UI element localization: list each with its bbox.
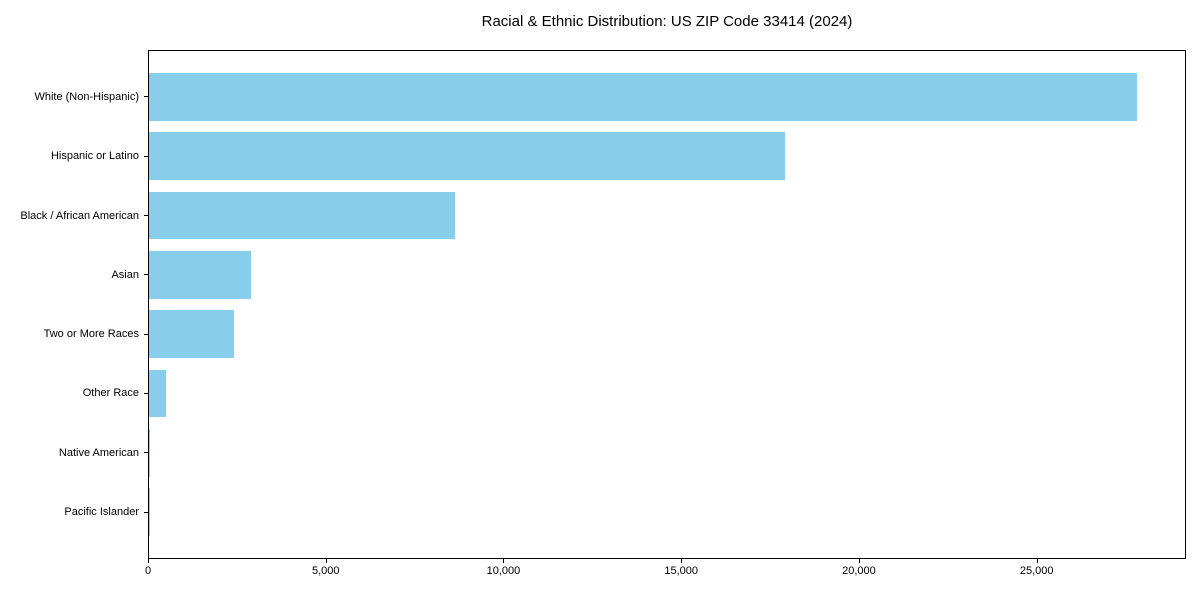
y-tick-label-asian: Asian [111,268,139,281]
chart-title: Racial & Ethnic Distribution: US ZIP Cod… [481,13,853,30]
bar-white-non-hispanic [149,73,1138,121]
bar-hispanic-or-latino [149,132,786,180]
x-tick-mark [681,559,683,563]
x-tick-label-5000: 5,000 [311,565,340,577]
y-tick-mark [144,392,148,394]
bar-black-african-american [149,191,455,240]
y-tick-mark [144,155,148,157]
y-tick-mark [144,96,148,98]
bar-asian [149,251,252,299]
y-tick-label-hispanic-or-latino: Hispanic or Latino [50,150,139,163]
x-tick-label-20000: 20,000 [842,565,876,577]
x-tick-label-15000: 15,000 [664,565,699,577]
y-tick-mark [144,511,148,513]
y-tick-mark [144,333,148,335]
bar-native-american [149,429,150,477]
y-tick-mark [144,452,148,454]
y-tick-mark [144,274,148,276]
x-tick-mark [858,559,860,563]
y-tick-label-black-african-american: Black / African American [20,209,139,222]
x-tick-mark [148,559,149,563]
y-tick-mark [144,215,148,216]
plot-area [148,50,1186,559]
bar-two-or-more-races [149,310,235,358]
bar-other-race [149,369,167,418]
x-tick-label-25000: 25,000 [1019,565,1054,577]
x-tick-mark [1036,559,1038,563]
y-tick-label-white-non-hispanic: White (Non-Hispanic) [34,90,139,103]
y-tick-label-two-or-more-races: Two or More Races [43,328,139,341]
x-tick-mark [325,559,327,563]
x-tick-label-10000: 10,000 [486,565,521,577]
x-tick-label-0: 0 [144,565,152,577]
y-tick-label-other-race: Other Race [82,387,139,400]
x-tick-mark [503,559,505,563]
y-tick-label-native-american: Native American [58,446,139,459]
y-tick-label-pacific-islander: Pacific Islander [64,506,139,519]
